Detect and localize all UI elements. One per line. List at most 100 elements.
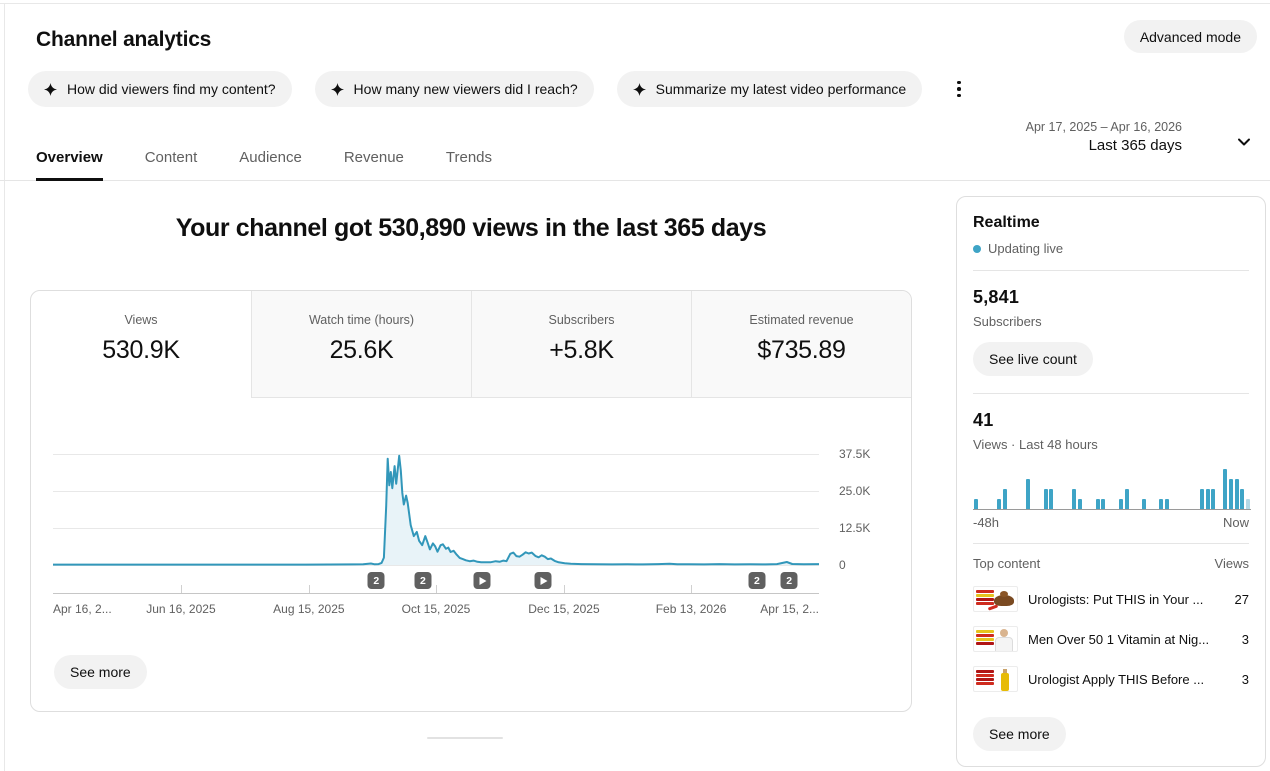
chip-label: How did viewers find my content? xyxy=(67,81,276,97)
metric-tab-estimated-revenue[interactable]: Estimated revenue $735.89 xyxy=(691,291,911,398)
sparkle-icon xyxy=(44,82,57,96)
metric-value: 25.6K xyxy=(329,336,394,364)
x-axis-tick xyxy=(563,585,565,593)
see-live-count-button[interactable]: See live count xyxy=(973,342,1093,376)
realtime-bar xyxy=(974,499,978,509)
video-thumbnail xyxy=(973,666,1018,692)
chart-marker-badge[interactable]: 2 xyxy=(367,572,385,589)
realtime-bar xyxy=(1101,499,1106,509)
video-title: Urologists: Put THIS in Your ... xyxy=(1028,591,1204,607)
x-axis-tick xyxy=(691,585,693,593)
metric-label: Views xyxy=(124,313,158,327)
live-dot-icon xyxy=(973,244,981,253)
x-axis-line xyxy=(53,593,819,594)
chip-how-viewers-found-content[interactable]: How did viewers find my content? xyxy=(28,71,292,107)
top-content-list: Urologists: Put THIS in Your ... 27 Men … xyxy=(973,579,1249,699)
realtime-bar xyxy=(1228,479,1233,509)
realtime-bar xyxy=(1124,489,1129,509)
see-more-button[interactable]: See more xyxy=(54,655,147,689)
tab-content[interactable]: Content xyxy=(145,133,198,181)
views-line-svg xyxy=(53,454,819,566)
realtime-bar xyxy=(1211,489,1216,509)
see-more-button[interactable]: See more xyxy=(973,717,1066,751)
chart-marker-video-icon[interactable] xyxy=(473,572,491,589)
realtime-bar-chart[interactable] xyxy=(973,462,1251,509)
date-range-text: Apr 17, 2025 – Apr 16, 2026 xyxy=(1025,120,1182,134)
realtime-views-count: 41 xyxy=(973,410,994,430)
top-content-row[interactable]: Urologists: Put THIS in Your ... 27 xyxy=(973,579,1249,619)
metric-tab-views[interactable]: Views 530.9K xyxy=(31,291,251,398)
channel-views-headline: Your channel got 530,890 views in the la… xyxy=(175,214,767,242)
realtime-bar xyxy=(1240,489,1245,509)
y-axis-labels: 37.5K 25.0K 12.5K 0 xyxy=(839,441,909,572)
chip-label: How many new viewers did I reach? xyxy=(353,81,578,97)
advanced-mode-button[interactable]: Advanced mode xyxy=(1123,20,1257,53)
sparkle-icon xyxy=(632,82,646,96)
chart-marker-video-icon[interactable] xyxy=(534,572,552,589)
date-range-preset: Last 365 days xyxy=(1088,137,1182,154)
realtime-axis-line xyxy=(973,509,1251,510)
line-chart-plot-area[interactable] xyxy=(53,441,819,567)
x-axis-label: Dec 15, 2025 xyxy=(528,602,600,616)
realtime-bar xyxy=(997,499,1002,509)
realtime-bar xyxy=(1159,499,1164,509)
metric-label: Estimated revenue xyxy=(749,313,854,327)
chart-marker-badge[interactable]: 2 xyxy=(414,572,432,589)
video-thumbnail xyxy=(973,586,1018,612)
realtime-subscribers-label: Subscribers xyxy=(973,314,1042,329)
window-top-edge xyxy=(0,3,1270,4)
date-range-picker[interactable]: Apr 17, 2025 – Apr 16, 2026 Last 365 day… xyxy=(1026,120,1182,154)
realtime-bar xyxy=(1072,489,1077,509)
realtime-bar xyxy=(1165,499,1170,509)
chip-new-viewers-reached[interactable]: How many new viewers did I reach? xyxy=(314,71,594,107)
metric-tabs: Views 530.9K Watch time (hours) 25.6K Su… xyxy=(31,291,911,398)
video-thumbnail xyxy=(973,626,1018,652)
realtime-card: Realtime Updating live 5,841 Subscribers… xyxy=(956,196,1266,767)
y-axis-label: 37.5K xyxy=(839,447,871,462)
video-title: Urologist Apply THIS Before ... xyxy=(1028,671,1205,687)
content-left-edge xyxy=(4,3,5,771)
tab-revenue[interactable]: Revenue xyxy=(344,133,404,181)
video-views: 27 xyxy=(1234,591,1249,607)
divider xyxy=(973,270,1249,271)
video-views: 3 xyxy=(1241,631,1249,647)
axis-left-label: -48h xyxy=(973,515,1000,530)
x-axis-label: Oct 15, 2025 xyxy=(401,602,471,616)
chevron-down-icon[interactable] xyxy=(1234,132,1254,155)
metric-label: Subscribers xyxy=(548,313,615,327)
x-axis-tick xyxy=(436,585,437,593)
tab-overview[interactable]: Overview xyxy=(36,133,103,181)
metric-value: +5.8K xyxy=(549,336,614,364)
page-title: Channel analytics xyxy=(36,28,212,51)
gridline xyxy=(53,454,819,456)
metric-tab-watch-time[interactable]: Watch time (hours) 25.6K xyxy=(251,291,471,398)
realtime-bar xyxy=(1199,489,1204,509)
top-content-header: Top content Views xyxy=(973,556,1249,571)
tab-trends[interactable]: Trends xyxy=(446,133,492,181)
chart-marker-badge[interactable]: 2 xyxy=(780,572,798,589)
top-content-row[interactable]: Men Over 50 1 Vitamin at Nig... 3 xyxy=(973,619,1249,659)
advanced-mode-label: Advanced mode xyxy=(1139,28,1241,45)
tab-audience[interactable]: Audience xyxy=(239,133,302,181)
x-axis-label: Jun 16, 2025 xyxy=(146,602,216,616)
realtime-bar xyxy=(1205,489,1210,509)
analytics-tabs-bar: Overview Content Audience Revenue Trends xyxy=(0,133,1270,181)
realtime-bar xyxy=(1223,469,1228,509)
chart-marker-badge[interactable]: 2 xyxy=(748,572,766,589)
overview-analytics-card: Views 530.9K Watch time (hours) 25.6K Su… xyxy=(30,290,912,712)
realtime-bar xyxy=(1234,479,1239,509)
top-content-label: Top content xyxy=(973,556,1041,571)
more-options-kebab-icon[interactable] xyxy=(947,77,971,101)
realtime-axis-labels: -48h Now xyxy=(973,515,1249,530)
chip-summarize-latest-video[interactable]: Summarize my latest video performance xyxy=(616,71,923,107)
x-axis-label: Feb 13, 2026 xyxy=(655,602,727,616)
realtime-bar xyxy=(1049,489,1054,509)
realtime-views-label: Views · Last 48 hours xyxy=(973,437,1098,452)
realtime-bar xyxy=(1002,489,1007,509)
realtime-status: Updating live xyxy=(973,241,1249,256)
metric-tab-subscribers[interactable]: Subscribers +5.8K xyxy=(471,291,691,398)
y-axis-label: 12.5K xyxy=(839,521,871,536)
top-content-row[interactable]: Urologist Apply THIS Before ... 3 xyxy=(973,659,1249,699)
tabs: Overview Content Audience Revenue Trends xyxy=(36,133,492,181)
